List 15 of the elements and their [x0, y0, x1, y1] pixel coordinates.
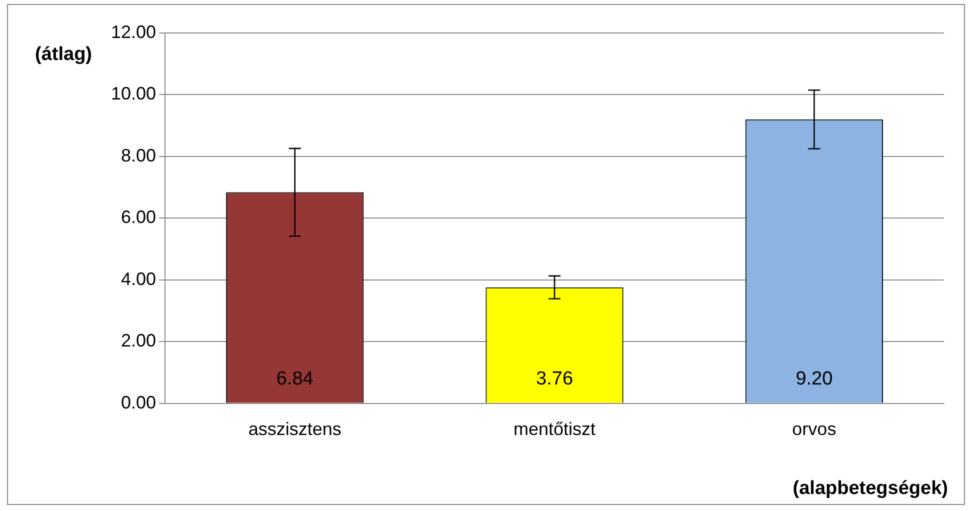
y-axis-title: (átlag)	[35, 44, 92, 66]
x-tick-label: asszisztens	[248, 419, 342, 440]
y-tick-label: 4.00	[120, 268, 156, 289]
data-label: 3.76	[536, 368, 574, 390]
x-axis-title: (alapbetegségek)	[792, 478, 948, 500]
y-tick-label: 0.00	[120, 392, 156, 412]
x-tick-label: mentőtiszt	[514, 419, 596, 440]
data-label: 6.84	[276, 368, 314, 390]
x-tick-label: orvos	[792, 419, 836, 440]
data-label: 9.20	[796, 368, 833, 390]
y-tick-label: 12.00	[110, 22, 156, 42]
y-tick-label: 10.00	[110, 84, 156, 104]
y-tick-label: 6.00	[120, 207, 156, 228]
y-tick-label: 2.00	[120, 330, 156, 351]
y-tick-label: 8.00	[120, 145, 156, 166]
